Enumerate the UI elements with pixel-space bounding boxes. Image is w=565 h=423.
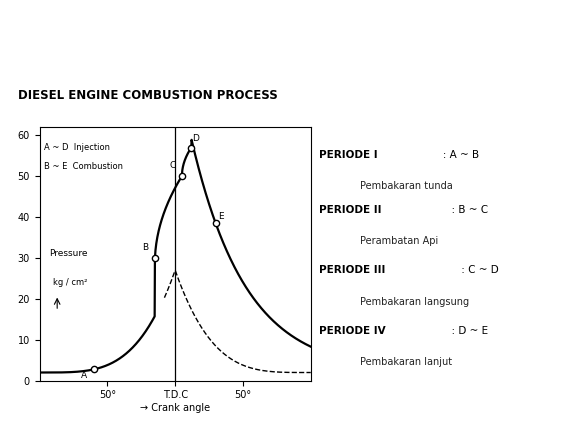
- Text: Pembakaran lanjut: Pembakaran lanjut: [360, 357, 452, 367]
- Text: ASTRA: ASTRA: [46, 18, 108, 36]
- Polygon shape: [6, 4, 42, 54]
- Text: C: C: [169, 161, 176, 170]
- X-axis label: → Crank angle: → Crank angle: [140, 403, 210, 413]
- Text: B ~ E  Combustion: B ~ E Combustion: [44, 162, 123, 171]
- Text: DIESEL ENGINE COMBUSTION PROCESS: DIESEL ENGINE COMBUSTION PROCESS: [18, 89, 278, 102]
- Text: : C ~ D: : C ~ D: [458, 265, 498, 275]
- Text: : A ~ B: : A ~ B: [433, 150, 479, 160]
- Text: PERIODE II: PERIODE II: [319, 205, 381, 215]
- Text: B: B: [142, 243, 149, 252]
- Text: Pembakaran tunda: Pembakaran tunda: [360, 181, 453, 191]
- Text: A: A: [81, 371, 88, 379]
- Text: A ~ D  Injection: A ~ D Injection: [44, 143, 110, 152]
- Text: PERIODE IV: PERIODE IV: [319, 326, 385, 335]
- Text: PERIODE I: PERIODE I: [319, 150, 377, 160]
- Text: : D ~ E: : D ~ E: [445, 326, 488, 335]
- Text: : B ~ C: : B ~ C: [445, 205, 488, 215]
- Text: E: E: [218, 212, 223, 221]
- Text: kg / cm²: kg / cm²: [53, 278, 88, 287]
- Wedge shape: [37, 0, 565, 33]
- Text: Pembakaran langsung: Pembakaran langsung: [360, 297, 470, 307]
- Text: D: D: [192, 135, 199, 143]
- Text: international: international: [110, 22, 181, 32]
- Text: Perambatan Api: Perambatan Api: [360, 236, 438, 247]
- Text: PERIODE III: PERIODE III: [319, 265, 385, 275]
- Text: Pressure: Pressure: [49, 249, 88, 258]
